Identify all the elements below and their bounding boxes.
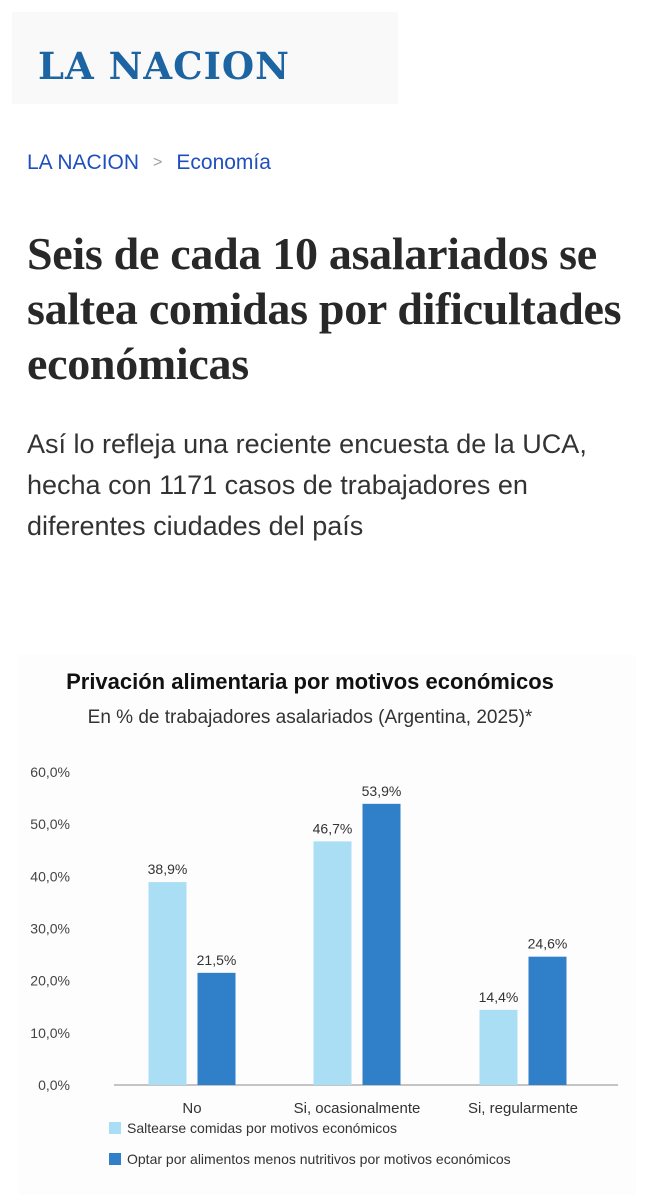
- x-tick-label: Si, regularmente: [468, 1100, 578, 1117]
- legend-swatch: [109, 1153, 121, 1165]
- la-nacion-logo[interactable]: LA NACION: [38, 44, 290, 88]
- breadcrumb-section-link[interactable]: Economía: [176, 151, 271, 174]
- y-tick-label: 0,0%: [38, 1077, 70, 1093]
- bar-skip-meals-3: [479, 1009, 518, 1085]
- breadcrumb: LA NACION > Economía: [27, 150, 271, 176]
- bar-data-label: 24,6%: [528, 936, 568, 952]
- y-tick-label: 60,0%: [30, 764, 70, 780]
- article-lead: Así lo refleja una reciente encuesta de …: [27, 429, 587, 541]
- y-tick-label: 40,0%: [30, 868, 70, 884]
- y-axis: 0,0% 10,0% 20,0% 30,0% 40,0% 50,0% 60,0%: [30, 764, 70, 1093]
- bar-chart: Privación alimentaria por motivos económ…: [30, 669, 618, 1167]
- breadcrumb-home-link[interactable]: LA NACION: [27, 151, 140, 174]
- bar-data-label: 53,9%: [362, 783, 402, 799]
- bar-data-label: 46,7%: [313, 820, 353, 836]
- legend-label: Optar por alimentos menos nutritivos por…: [127, 1151, 511, 1167]
- x-tick-label: Si, ocasionalmente: [294, 1100, 421, 1117]
- breadcrumb-separator-icon: >: [153, 154, 163, 171]
- x-tick-label: No: [182, 1100, 201, 1117]
- bar-less-nutritious-1: [197, 972, 236, 1085]
- bar-less-nutritious-3: [528, 956, 567, 1085]
- y-tick-label: 30,0%: [30, 921, 70, 937]
- chart-image: Privación alimentaria por motivos económ…: [18, 655, 636, 1195]
- legend: Saltearse comidas por motivos económicos…: [109, 1120, 511, 1167]
- chart-subtitle: En % de trabajadores asalariados (Argent…: [88, 707, 533, 728]
- bar-data-label: 21,5%: [197, 952, 237, 968]
- y-tick-label: 10,0%: [30, 1025, 70, 1041]
- bar-skip-meals-2: [313, 841, 352, 1085]
- masthead: LA NACION: [12, 12, 398, 104]
- article-headline: Seis de cada 10 asalariados se saltea co…: [27, 228, 622, 389]
- bar-less-nutritious-2: [362, 803, 401, 1085]
- legend-label: Saltearse comidas por motivos económicos: [127, 1120, 397, 1136]
- bars-group: 38,9% 21,5% 46,7% 53,9% 14,4% 24,6%: [148, 783, 568, 1085]
- x-axis: No Si, ocasionalmente Si, regularmente: [182, 1100, 578, 1117]
- bar-skip-meals-1: [148, 882, 187, 1085]
- y-tick-label: 20,0%: [30, 973, 70, 989]
- bar-data-label: 38,9%: [148, 861, 188, 877]
- chart-title: Privación alimentaria por motivos económ…: [66, 669, 554, 694]
- bar-data-label: 14,4%: [479, 989, 519, 1005]
- legend-swatch: [109, 1122, 121, 1134]
- y-tick-label: 50,0%: [30, 816, 70, 832]
